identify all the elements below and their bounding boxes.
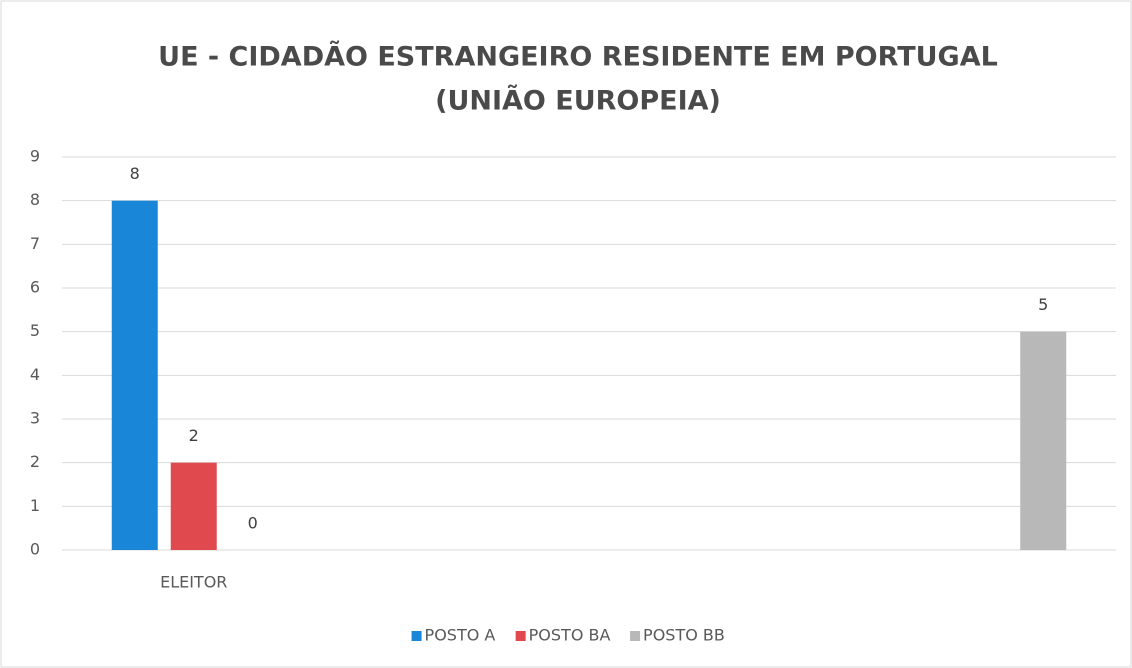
chart-title: UE - CIDADÃO ESTRANGEIRO RESIDENTE EM PO… — [158, 41, 998, 73]
bar — [111, 200, 158, 550]
y-tick-label: 9 — [30, 147, 40, 166]
y-tick-label: 1 — [30, 496, 40, 515]
legend-swatch — [515, 631, 526, 641]
y-tick-label: 3 — [30, 409, 40, 428]
y-tick-label: 0 — [30, 540, 40, 559]
y-tick-label: 7 — [30, 234, 40, 253]
legend-label: POSTO BA — [529, 626, 611, 645]
data-label: 8 — [130, 164, 140, 183]
chart-title: (UNIÃO EUROPEIA) — [435, 85, 721, 117]
data-label: 2 — [189, 426, 199, 445]
bar — [1020, 331, 1067, 550]
data-label: 0 — [248, 514, 258, 533]
y-tick-label: 5 — [30, 321, 40, 340]
y-tick-label: 2 — [30, 452, 40, 471]
legend-label: POSTO A — [425, 626, 496, 645]
y-tick-label: 4 — [30, 365, 40, 384]
y-tick-label: 6 — [30, 278, 40, 297]
bar — [170, 462, 217, 550]
legend-swatch — [630, 631, 641, 641]
data-label: 5 — [1038, 295, 1048, 314]
legend-label: POSTO BB — [643, 626, 725, 645]
legend-swatch — [411, 631, 422, 641]
x-tick-label: ELEITOR — [160, 573, 227, 592]
y-tick-label: 8 — [30, 190, 40, 209]
